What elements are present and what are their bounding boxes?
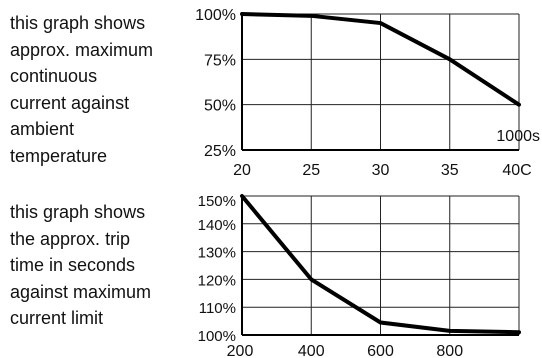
chart2-grid [241, 195, 520, 336]
chart-max-current-vs-temperature: 100% 75% 50% 25% 20 25 30 35 40C 1000s [195, 7, 540, 179]
chart2-x-tick-label: 600 [367, 343, 394, 358]
chart1-x-tick-labels: 20 25 30 35 40C [233, 162, 532, 179]
description-bottom: this graph shows the approx. trip time i… [10, 202, 152, 328]
chart1-x-tick-label: 30 [372, 162, 390, 179]
chart2-x-tick-labels: 200 400 600 800 [227, 343, 464, 358]
chart1-x-tick-label: 20 [233, 162, 251, 179]
description-top: this graph shows approx. maximum continu… [10, 13, 154, 166]
chart1-x-tick-label: 35 [441, 162, 459, 179]
chart2-y-tick-label: 130% [198, 245, 236, 262]
chart1-grid [241, 13, 520, 151]
chart2-x-tick-label: 200 [227, 343, 254, 358]
chart1-y-tick-label: 50% [204, 98, 236, 115]
chart2-y-tick-label: 100% [198, 328, 236, 345]
chart1-y-tick-label: 100% [195, 7, 236, 24]
chart1-y-tick-label: 25% [204, 143, 236, 160]
chart-trip-time-vs-current: 150% 140% 130% 120% 110% 100% 200 400 600 800 [198, 193, 521, 358]
chart2-x-tick-label: 800 [436, 343, 463, 358]
chart1-series [240, 12, 521, 107]
chart1-y-tick-labels: 100% 75% 50% 25% [195, 7, 236, 160]
chart2-y-tick-labels: 150% 140% 130% 120% 110% 100% [198, 193, 236, 345]
chart1-x-tick-label: 25 [302, 162, 320, 179]
chart1-x-tick-label: 40C [502, 162, 531, 179]
chart1-y-tick-label: 75% [204, 52, 236, 69]
chart2-y-tick-label: 120% [198, 272, 236, 289]
chart2-y-tick-label: 150% [198, 193, 236, 210]
chart2-y-tick-label: 140% [198, 217, 236, 234]
chart2-y-tick-label: 110% [199, 300, 236, 317]
chart2-series [240, 194, 521, 335]
chart2-x-tick-label: 400 [298, 343, 325, 358]
chart1-annotation: 1000s [496, 128, 540, 145]
